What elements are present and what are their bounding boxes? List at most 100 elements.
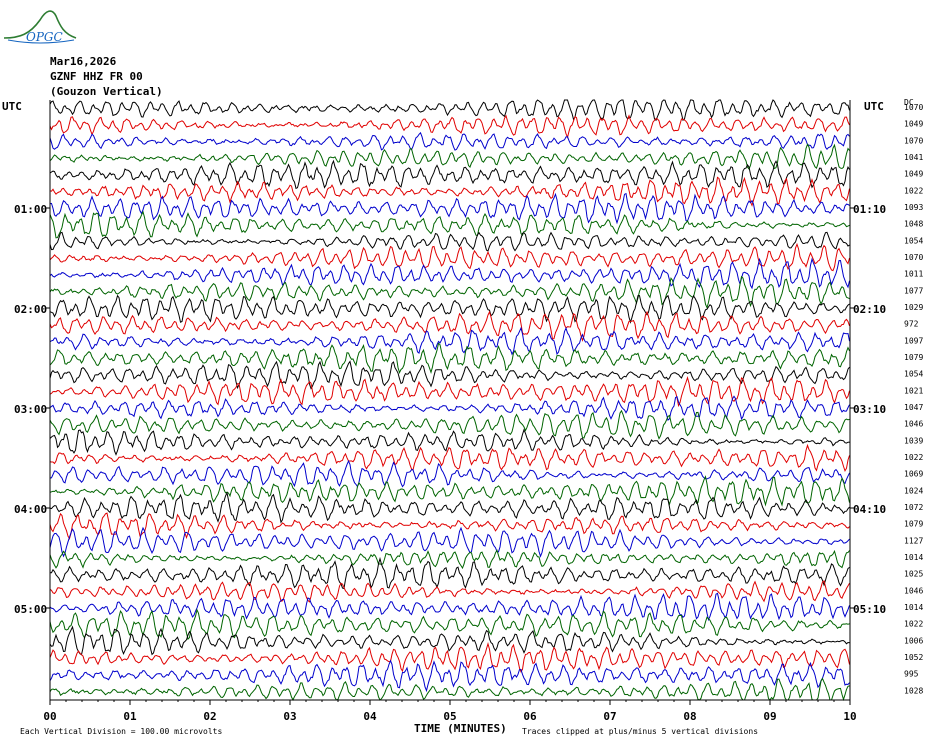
dc-offset-label: 1049 <box>904 170 923 179</box>
dc-label-group: 1070 1049 1070 1041 1049 1022 1093 1048 1054 1070… <box>904 103 923 695</box>
x-tick-label: 08 <box>683 710 696 723</box>
trace-line <box>49 176 850 207</box>
x-axis-title: TIME (MINUTES) <box>414 722 507 735</box>
dc-offset-label: 1014 <box>904 603 923 612</box>
trace-line <box>49 342 850 374</box>
trace-line <box>49 395 850 422</box>
dc-offset-label: 1046 <box>904 420 923 429</box>
trace-line <box>49 375 850 408</box>
dc-offset-label: 1028 <box>904 686 923 695</box>
trace-line <box>49 409 850 440</box>
trace-line <box>49 608 850 641</box>
dc-offset-label: 1046 <box>904 586 923 595</box>
dc-offset-label: 1079 <box>904 520 923 529</box>
dc-offset-label: 1070 <box>904 103 923 112</box>
dc-offset-label: 972 <box>904 320 919 329</box>
trace-line <box>49 99 850 122</box>
opgc-logo: OPGC <box>3 10 77 44</box>
trace-line <box>49 310 850 342</box>
x-tick-label: 07 <box>603 710 616 723</box>
left-time-label-5: 05:00 <box>14 603 48 616</box>
right-axis-label: UTC <box>864 100 884 113</box>
dc-offset-label: 1069 <box>904 470 923 479</box>
dc-offset-label: 1070 <box>904 136 923 145</box>
logo-curve <box>3 10 77 39</box>
x-tick-label: 03 <box>283 710 296 723</box>
trace-line <box>49 114 850 140</box>
dc-offset-label: 1025 <box>904 570 923 579</box>
dc-offset-label: 1048 <box>904 220 923 229</box>
trace-line <box>49 326 850 356</box>
left-time-label-3: 03:00 <box>14 403 48 416</box>
dc-offset-label: 1011 <box>904 270 923 279</box>
header-channel: GZNF HHZ FR 00 <box>50 70 143 83</box>
dc-header: DC <box>904 98 914 107</box>
trace-line <box>49 360 850 390</box>
left-axis-label: UTC <box>2 100 22 113</box>
dc-offset-label: 1052 <box>904 653 923 662</box>
dc-offset-label: 1077 <box>904 286 923 295</box>
dc-offset-label: 1093 <box>904 203 923 212</box>
x-tick-label: 06 <box>523 710 537 723</box>
trace-line <box>49 443 850 473</box>
left-time-label-2: 02:00 <box>14 303 48 316</box>
x-tick-label: 01 <box>123 710 137 723</box>
dc-offset-label: 1039 <box>904 436 923 445</box>
left-time-label-4: 04:00 <box>14 503 48 516</box>
trace-line <box>49 641 850 673</box>
right-time-label-4: 04:10 <box>853 503 887 516</box>
dc-offset-label: 995 <box>904 670 919 679</box>
right-time-label-2: 02:10 <box>853 303 887 316</box>
x-tick-label: 04 <box>363 710 377 723</box>
trace-line <box>49 459 850 488</box>
dc-offset-label: 1127 <box>904 536 923 545</box>
dc-offset-label: 1024 <box>904 486 923 495</box>
right-time-label-3: 03:10 <box>853 403 887 416</box>
dc-offset-label: 1072 <box>904 503 923 512</box>
dc-offset-label: 1097 <box>904 336 923 345</box>
dc-offset-label: 1054 <box>904 370 923 379</box>
trace-line <box>49 512 850 540</box>
logo-swoosh <box>7 39 75 44</box>
axes-group <box>46 100 854 705</box>
dc-offset-label: 1022 <box>904 186 923 195</box>
dc-offset-label: 1022 <box>904 453 923 462</box>
right-time-label-1: 01:10 <box>853 203 887 216</box>
dc-offset-label: 1029 <box>904 303 923 312</box>
trace-line <box>49 131 850 151</box>
trace-line <box>49 580 850 603</box>
x-tick-label: 02 <box>203 710 216 723</box>
trace-line <box>49 275 850 310</box>
dc-offset-label: 1049 <box>904 120 923 129</box>
trace-line <box>49 231 850 252</box>
footer-clip-note: Traces clipped at plus/minus 5 vertical … <box>522 727 759 736</box>
trace-line <box>49 491 850 524</box>
dc-offset-label: 1022 <box>904 620 923 629</box>
trace-line <box>49 526 850 558</box>
trace-line <box>49 659 850 693</box>
dc-offset-label: 1014 <box>904 553 923 562</box>
trace-line <box>49 592 850 622</box>
footer-scale-note: Each Vertical Division = 100.00 microvol… <box>20 727 223 736</box>
trace-line <box>50 556 850 590</box>
trace-line <box>49 549 850 570</box>
dc-offset-label: 1006 <box>904 636 923 645</box>
x-tick-label: 05 <box>443 710 456 723</box>
dc-offset-label: 1079 <box>904 353 923 362</box>
trace-line <box>49 625 850 656</box>
dc-offset-label: 1041 <box>904 153 923 162</box>
header-station-desc: (Gouzon Vertical) <box>50 85 163 98</box>
trace-group <box>49 99 850 702</box>
x-tick-label: 09 <box>763 710 776 723</box>
left-time-label-1: 01:00 <box>14 203 48 216</box>
x-tick-label: 00 <box>43 710 56 723</box>
dc-offset-label: 1047 <box>904 403 923 412</box>
dc-offset-label: 1054 <box>904 236 923 245</box>
trace-line <box>49 428 850 456</box>
trace-line <box>49 294 850 324</box>
trace-line <box>49 143 850 170</box>
x-tick-label: 10 <box>843 710 856 723</box>
header-date: Mar16,2026 <box>50 55 117 68</box>
logo-text: OPGC <box>26 30 63 44</box>
